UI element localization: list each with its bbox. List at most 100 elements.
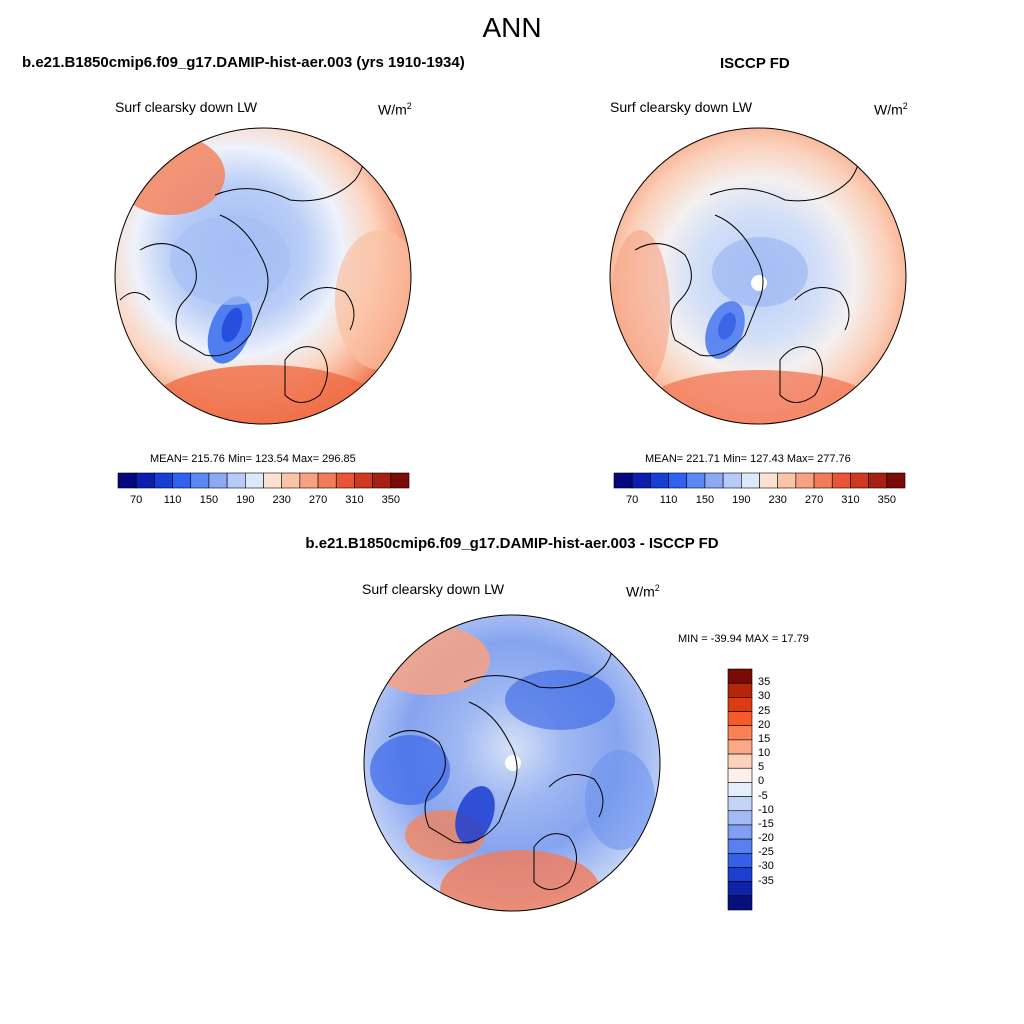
diff-panel-title: b.e21.B1850cmip6.f09_g17.DAMIP-hist-aer.… bbox=[305, 535, 719, 552]
colorbar-cell bbox=[317, 472, 337, 489]
colorbar-cell bbox=[631, 472, 651, 489]
model-variable-label: Surf clearsky down LW bbox=[115, 99, 258, 115]
colorbar-cell bbox=[613, 472, 633, 489]
colorbar-tick-label: 30 bbox=[758, 690, 771, 703]
colorbar-tick-label: 0 bbox=[758, 775, 765, 788]
obs-units-label: W/m2 bbox=[874, 101, 908, 118]
colorbar-tick-label: 20 bbox=[758, 718, 771, 731]
colorbar-cell bbox=[741, 472, 760, 489]
colorbar-cell bbox=[727, 895, 753, 911]
colorbar-tick-label: 230 bbox=[272, 494, 291, 506]
colorbar-cell bbox=[299, 472, 319, 489]
colorbar-cell bbox=[335, 472, 355, 489]
colorbar-cell bbox=[727, 711, 753, 727]
obs-stats: MEAN= 221.71 Min= 127.43 Max= 277.76 bbox=[645, 453, 851, 465]
colorbar-cell bbox=[727, 697, 753, 712]
colorbar-cell bbox=[117, 472, 137, 489]
page-title: ANN bbox=[482, 12, 542, 43]
colorbar-tick-label: 350 bbox=[877, 494, 896, 506]
colorbar-tick-label: 25 bbox=[758, 704, 771, 717]
colorbar-cell bbox=[650, 472, 669, 489]
colorbar-cell bbox=[245, 472, 264, 489]
diff-stats: MIN = -39.94 MAX = 17.79 bbox=[678, 633, 809, 645]
model-map bbox=[114, 127, 412, 425]
obs-pole-hole bbox=[751, 275, 767, 291]
colorbar-cell bbox=[727, 753, 753, 769]
model-colorbar bbox=[117, 472, 410, 489]
colorbar-tick-label: 350 bbox=[381, 494, 400, 506]
model-stats: MEAN= 215.76 Min= 123.54 Max= 296.85 bbox=[150, 453, 356, 465]
colorbar-cell bbox=[727, 867, 753, 882]
colorbar-cell bbox=[704, 472, 724, 489]
colorbar-tick-label: 10 bbox=[758, 747, 771, 760]
obs-variable-label: Surf clearsky down LW bbox=[610, 99, 753, 115]
colorbar-cell bbox=[390, 472, 410, 489]
colorbar-tick-label: 15 bbox=[758, 732, 771, 745]
colorbar-cell bbox=[727, 796, 753, 812]
colorbar-cell bbox=[208, 472, 228, 489]
colorbar-cell bbox=[154, 472, 173, 489]
colorbar-tick-label: -15 bbox=[758, 817, 774, 830]
colorbar-cell bbox=[727, 668, 753, 684]
colorbar-tick-label: -5 bbox=[758, 789, 768, 802]
colorbar-cell bbox=[795, 472, 815, 489]
colorbar-tick-label: 70 bbox=[130, 494, 143, 506]
colorbar-cell bbox=[190, 472, 210, 489]
colorbar-tick-label: 270 bbox=[804, 494, 824, 506]
diff-map bbox=[363, 614, 661, 912]
colorbar-tick-label: 230 bbox=[768, 494, 787, 506]
diff-variable-label: Surf clearsky down LW bbox=[362, 581, 505, 597]
colorbar-cell bbox=[759, 472, 778, 489]
model-units-label: W/m2 bbox=[378, 101, 412, 118]
colorbar-cell bbox=[777, 472, 797, 489]
colorbar-cell bbox=[727, 881, 753, 897]
colorbar-cell bbox=[281, 472, 301, 489]
colorbar-tick-label: 5 bbox=[758, 761, 765, 774]
colorbar-tick-label: -10 bbox=[758, 803, 774, 816]
colorbar-tick-label: 270 bbox=[308, 494, 328, 506]
colorbar-cell bbox=[868, 472, 888, 489]
colorbar-tick-label: 70 bbox=[626, 494, 639, 506]
colorbar-tick-label: 190 bbox=[236, 494, 255, 506]
colorbar-cell bbox=[727, 810, 753, 826]
diff-pole-hole bbox=[505, 755, 521, 771]
colorbar-tick-label: 310 bbox=[841, 494, 860, 506]
colorbar-cell bbox=[727, 739, 753, 755]
model-panel-title: b.e21.B1850cmip6.f09_g17.DAMIP-hist-aer.… bbox=[22, 54, 465, 71]
colorbar-cell bbox=[226, 472, 246, 489]
colorbar-tick-label: 190 bbox=[732, 494, 751, 506]
colorbar-cell bbox=[263, 472, 282, 489]
colorbar-cell bbox=[831, 472, 851, 489]
colorbar-tick-label: -25 bbox=[758, 846, 774, 859]
colorbar-tick-label: 110 bbox=[163, 494, 182, 506]
colorbar-cell bbox=[354, 472, 373, 489]
colorbar-tick-label: 35 bbox=[758, 676, 771, 689]
colorbar-cell bbox=[727, 838, 753, 854]
colorbar-tick-label: 150 bbox=[695, 494, 715, 506]
obs-panel-title: ISCCP FD bbox=[720, 55, 790, 72]
colorbar-cell bbox=[686, 472, 706, 489]
colorbar-cell bbox=[372, 472, 392, 489]
colorbar-cell bbox=[727, 824, 753, 840]
colorbar-cell bbox=[813, 472, 833, 489]
diff-units-label: W/m2 bbox=[626, 583, 660, 600]
colorbar-tick-label: -35 bbox=[758, 874, 774, 887]
colorbar-cell bbox=[886, 472, 906, 489]
colorbar-cell bbox=[722, 472, 742, 489]
colorbar-tick-label: 110 bbox=[659, 494, 678, 506]
colorbar-tick-label: 310 bbox=[345, 494, 364, 506]
colorbar-cell bbox=[727, 852, 753, 868]
colorbar-cell bbox=[727, 767, 753, 783]
colorbar-cell bbox=[850, 472, 869, 489]
diff-colorbar bbox=[727, 668, 753, 911]
colorbar-tick-label: 150 bbox=[199, 494, 219, 506]
colorbar-tick-label: -20 bbox=[758, 832, 774, 845]
colorbar-tick-label: -30 bbox=[758, 860, 774, 873]
colorbar-cell bbox=[727, 682, 753, 698]
colorbar-cell bbox=[135, 472, 155, 489]
colorbar-cell bbox=[668, 472, 688, 489]
colorbar-cell bbox=[727, 782, 753, 797]
obs-map bbox=[609, 127, 907, 425]
colorbar-cell bbox=[727, 725, 753, 741]
